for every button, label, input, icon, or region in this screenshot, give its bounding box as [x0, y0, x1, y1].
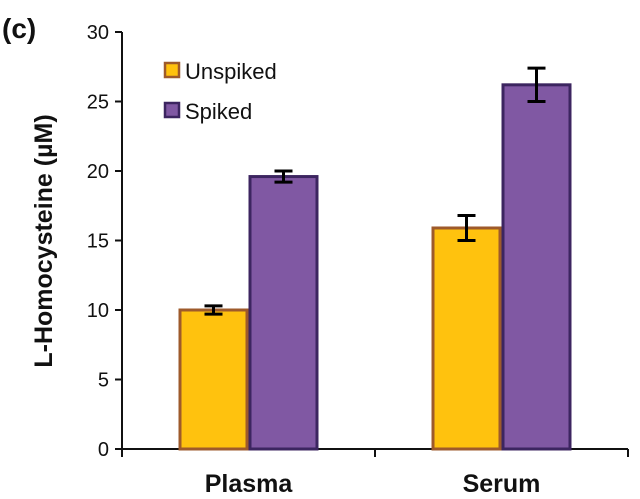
y-tick-label: 10 — [87, 300, 109, 322]
x-tick-label: Serum — [463, 470, 541, 498]
x-tick-label: Plasma — [205, 470, 294, 498]
bar-unspiked — [178, 308, 249, 451]
legend: Unspiked Spiked — [163, 59, 277, 124]
bar-unspiked — [431, 226, 502, 451]
legend-label: Spiked — [185, 99, 252, 124]
bar-spiked — [501, 83, 572, 451]
y-tick-label: 20 — [87, 161, 109, 183]
legend-swatch-unspiked — [163, 61, 181, 79]
panel-label: (c) — [2, 13, 36, 44]
y-axis: 0 5 10 15 20 25 30 — [87, 22, 123, 461]
y-tick-label: 30 — [87, 22, 109, 44]
legend-label: Unspiked — [185, 59, 277, 84]
bar-spiked — [248, 175, 319, 451]
x-axis: Plasma Serum — [121, 448, 629, 498]
y-tick-label: 15 — [87, 231, 109, 253]
y-tick-label: 5 — [98, 370, 109, 392]
y-tick-label: 25 — [87, 92, 109, 114]
error-bar-group — [204, 66, 546, 316]
bar-group — [178, 83, 572, 451]
legend-swatch-spiked — [163, 101, 181, 119]
y-axis-label: L-Homocysteine (µM) — [30, 114, 58, 367]
y-tick-label: 0 — [98, 439, 109, 461]
